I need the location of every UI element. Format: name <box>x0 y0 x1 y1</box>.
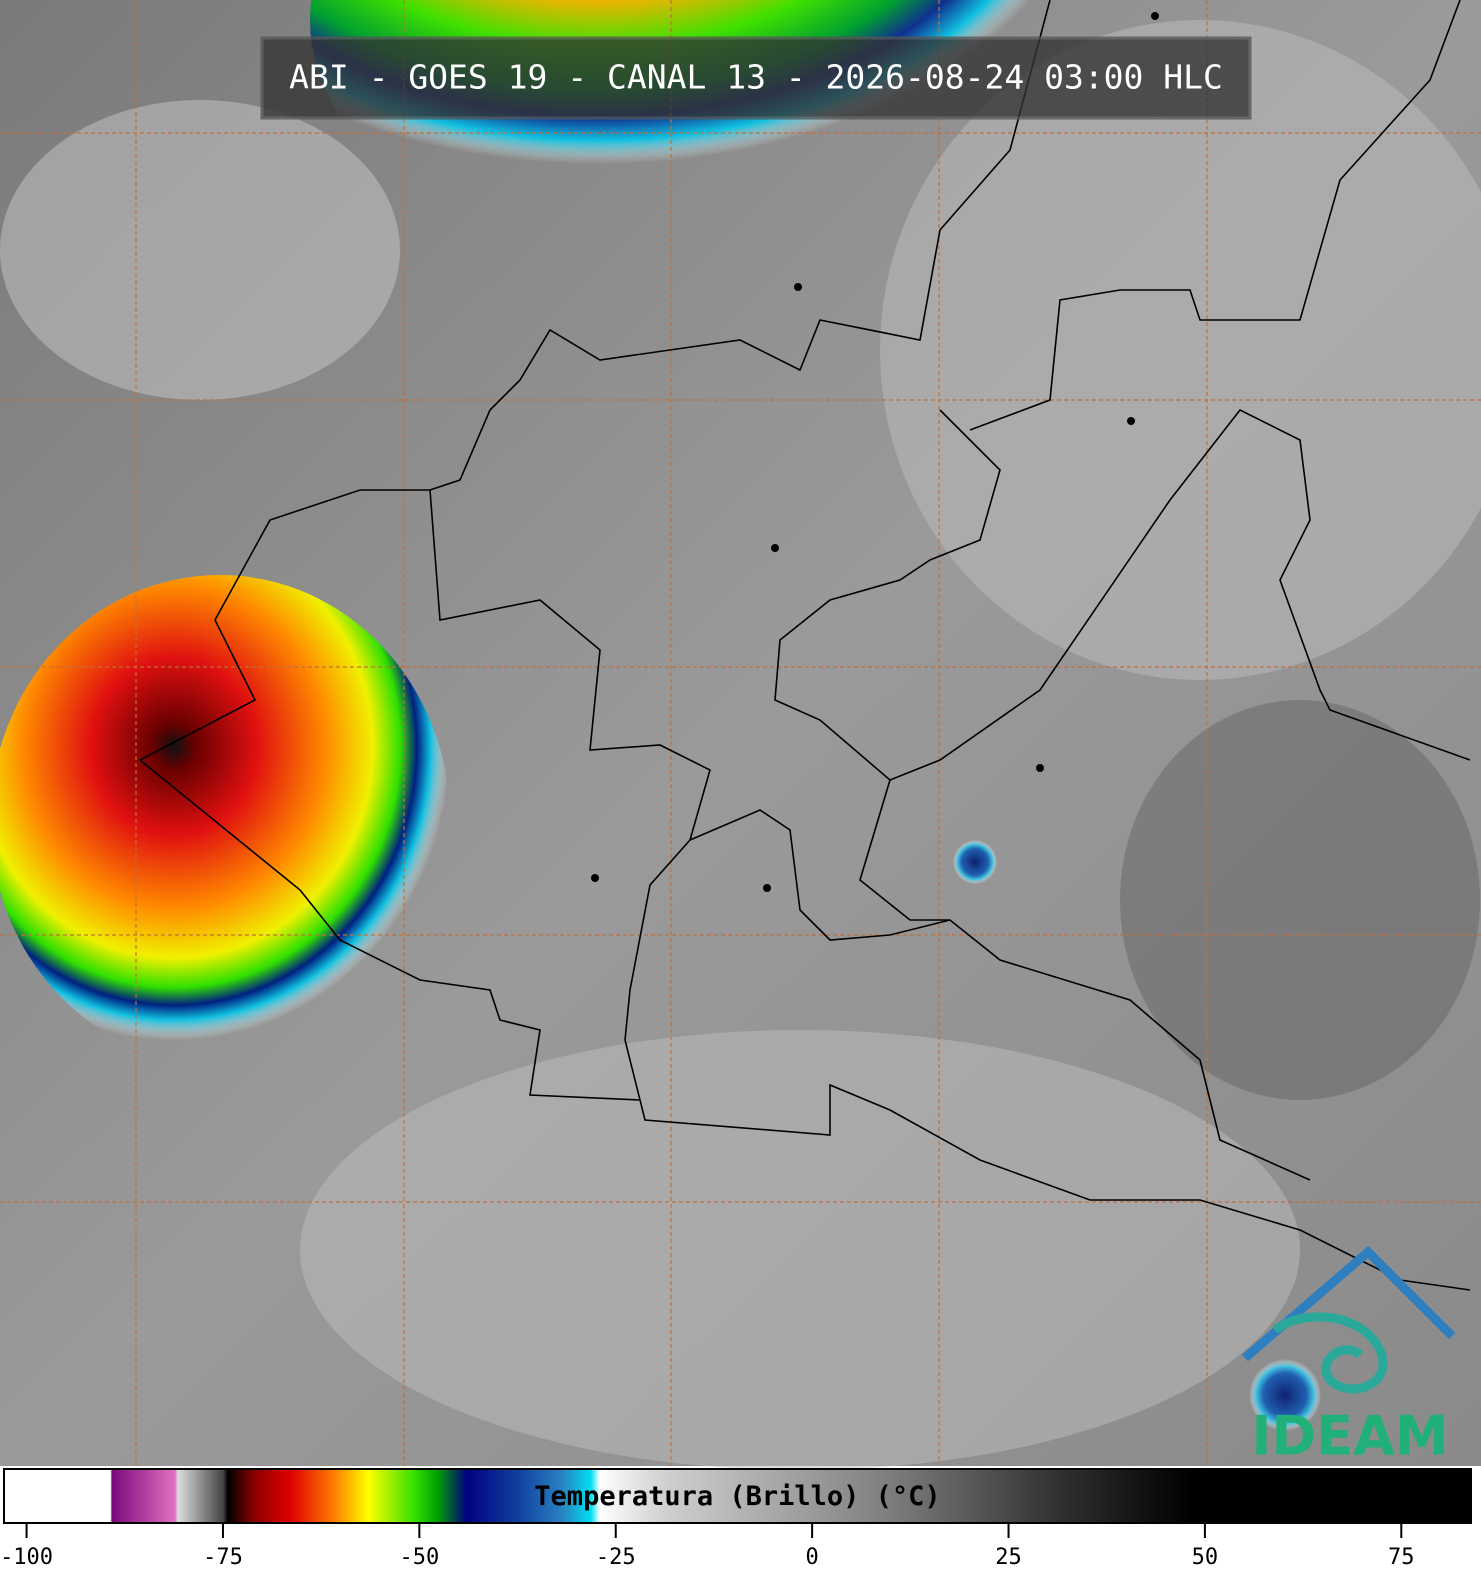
tick-label: -50 <box>399 1545 439 1570</box>
tick-label: 25 <box>995 1545 1022 1570</box>
cities <box>591 12 1159 892</box>
colorbar-axis: -100 -75 -50 -25 0 25 50 75 <box>0 1524 1415 1570</box>
tick-label: 50 <box>1192 1545 1219 1570</box>
tick-label: 0 <box>806 1545 819 1570</box>
colorbar-label: Temperatura (Brillo) (°C) <box>534 1480 941 1512</box>
storm <box>953 840 997 884</box>
grid <box>0 0 1481 1466</box>
tick-label: -100 <box>0 1545 53 1570</box>
cloud <box>300 1030 1300 1470</box>
logo-mark <box>1242 1245 1456 1394</box>
borders <box>138 0 1471 1291</box>
storm <box>0 575 450 1065</box>
tick-label: -25 <box>596 1545 636 1570</box>
tick-label: -75 <box>203 1545 243 1570</box>
storm <box>1249 1359 1321 1431</box>
logo-text: IDEAM <box>1251 1405 1448 1468</box>
colorbar: Temperatura (Brillo) (°C) <box>3 1468 1472 1524</box>
cloud <box>880 20 1481 680</box>
title: ABI - GOES 19 - CANAL 13 - 2026-08-24 03… <box>289 58 1223 97</box>
title-box <box>260 36 1252 120</box>
cloud <box>1120 700 1480 1100</box>
tick-label: 75 <box>1388 1545 1415 1570</box>
cloud <box>0 100 400 400</box>
